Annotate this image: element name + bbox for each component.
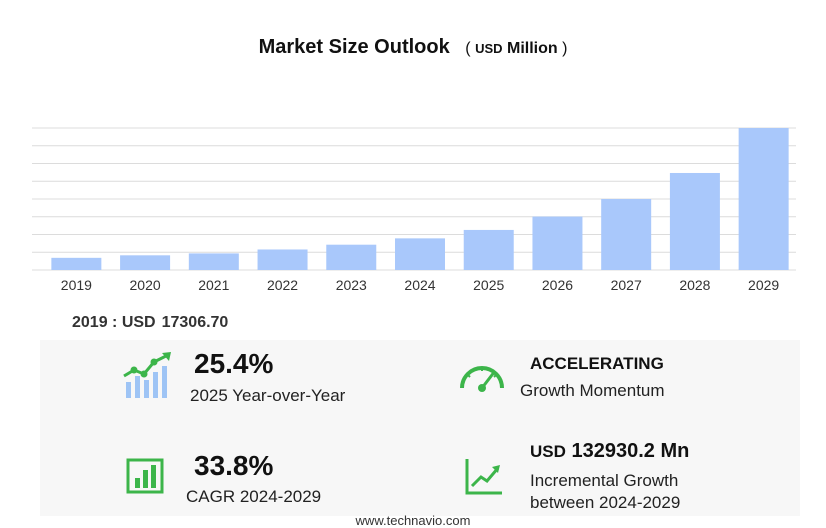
cagr-label: CAGR 2024-2029 [186, 487, 322, 506]
title-unit: ( USD Million ) [465, 40, 568, 57]
x-tick-label-2024: 2024 [404, 277, 435, 293]
bar-2027 [601, 199, 652, 270]
speedometer-icon [460, 366, 504, 392]
bar-chart: 2019 2020 2021 2022 2023 2024 2025 2026 2027 2028… [32, 127, 796, 293]
bar-2022 [257, 249, 308, 270]
base-year-label: 2019 : USD [72, 314, 156, 331]
base-year-number: 17306.70 [161, 314, 229, 331]
stats-panel: 25.4% 2025 Year-over-Year ACCELERATING G… [40, 340, 800, 516]
title-main: Market Size Outlook [258, 36, 450, 58]
base-year-value: 2019 : USD 17306.70 [72, 314, 228, 332]
incremental-label-2: between 2024-2029 [530, 493, 681, 512]
momentum-label: Growth Momentum [520, 381, 665, 400]
x-tick-label-2019: 2019 [61, 277, 92, 293]
bar-2021 [188, 253, 239, 270]
x-tick-label-2020: 2020 [130, 277, 161, 293]
bar-2023 [326, 244, 377, 270]
x-tick-label-2026: 2026 [542, 277, 573, 293]
momentum-value: ACCELERATING [530, 354, 664, 373]
chart-title: Market Size Outlook ( USD Million ) [0, 36, 826, 59]
incremental-value: USD 132930.2 Mn [530, 440, 690, 462]
footer-url: www.technavio.com [355, 513, 471, 528]
bar-2024 [395, 238, 445, 270]
bar-chart-icon [126, 458, 164, 494]
x-tick-label-2021: 2021 [198, 277, 229, 293]
yoy-label: 2025 Year-over-Year [190, 386, 346, 405]
trend-line-icon [465, 459, 502, 495]
yoy-stat: 25.4% [194, 348, 273, 380]
x-tick-label-2023: 2023 [336, 277, 367, 293]
x-tick-label-2029: 2029 [748, 277, 779, 293]
bar-2025 [463, 229, 514, 270]
x-tick-label-2025: 2025 [473, 277, 504, 293]
x-tick-label-2027: 2027 [611, 277, 642, 293]
incremental-label-1: Incremental Growth [530, 471, 679, 490]
bar-2026 [532, 216, 583, 270]
cagr-value: 33.8% [194, 450, 274, 481]
bar-2029 [738, 128, 789, 270]
bar-2028 [669, 172, 720, 270]
x-tick-label-2028: 2028 [679, 277, 710, 293]
x-tick-label-2022: 2022 [267, 277, 298, 293]
yoy-value: 25.4% [194, 348, 274, 379]
growth-chart-icon [123, 352, 171, 398]
bar-2019 [51, 257, 102, 270]
bar-2020 [120, 255, 171, 270]
